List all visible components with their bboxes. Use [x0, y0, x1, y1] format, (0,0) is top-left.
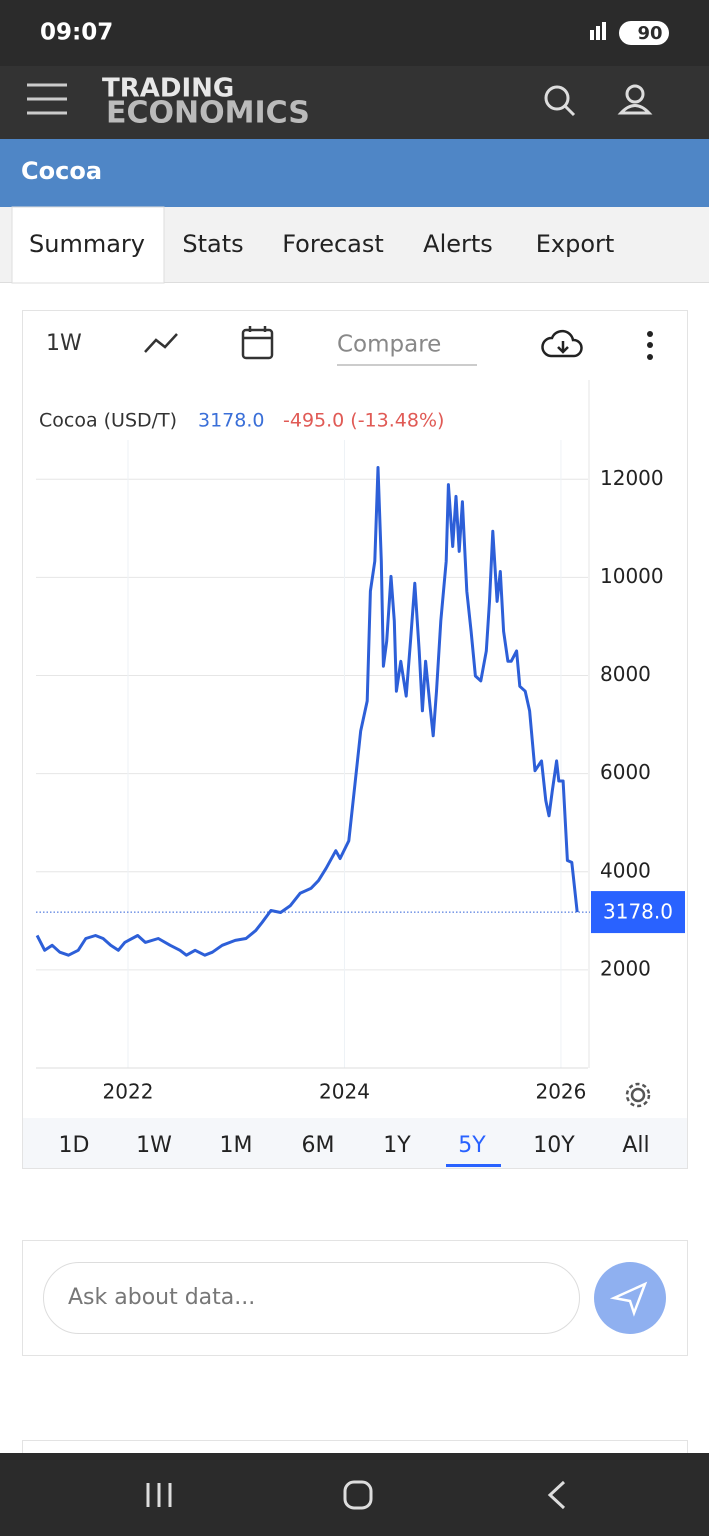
search-button[interactable]	[544, 85, 576, 117]
range-button[interactable]: 10Y	[533, 1133, 575, 1158]
nav-buttons[interactable]	[146, 1480, 566, 1510]
active-tab	[11, 206, 165, 284]
status-icons	[590, 21, 669, 45]
title-bar	[0, 139, 709, 207]
legend-price: 3178.0	[198, 410, 264, 432]
send-button[interactable]	[594, 1262, 666, 1334]
nav-bar	[0, 1453, 709, 1536]
logo-top: TRADING	[102, 74, 234, 104]
range-button[interactable]: 1D	[59, 1133, 90, 1158]
range-button[interactable]: 1Y	[383, 1133, 411, 1158]
range-button[interactable]: 1W	[136, 1133, 172, 1158]
date-button[interactable]	[241, 326, 274, 360]
chat-input[interactable]	[43, 1262, 580, 1334]
more-button[interactable]	[647, 331, 653, 360]
range-button[interactable]: 1M	[220, 1133, 253, 1158]
tab[interactable]: Forecast	[282, 230, 384, 258]
legend-name: Cocoa (USD/T)	[39, 410, 177, 432]
battery-level: 90	[637, 23, 662, 44]
interval-button[interactable]: 1W	[46, 331, 82, 356]
y-tick-label: 12000	[600, 466, 664, 490]
last-price-tag	[591, 891, 685, 934]
tab[interactable]: Export	[536, 230, 615, 258]
range-button[interactable]: All	[622, 1133, 649, 1158]
y-tick-label: 8000	[600, 662, 651, 686]
account-button[interactable]	[617, 84, 653, 115]
tab[interactable]: Alerts	[423, 230, 493, 258]
chart-type-button[interactable]	[144, 333, 178, 353]
compare-input[interactable]: Compare	[337, 332, 441, 358]
send-icon	[609, 1281, 648, 1317]
legend-change: -495.0 (-13.48%)	[283, 410, 444, 432]
range-bar	[23, 1118, 687, 1168]
clock: 09:07	[40, 20, 113, 46]
chat-placeholder: Ask about data...	[68, 1285, 255, 1310]
page-title: Cocoa	[21, 157, 102, 185]
menu-button[interactable]	[27, 83, 67, 115]
download-button[interactable]	[541, 329, 583, 358]
app-header	[0, 66, 709, 139]
x-tick-label: 2024	[319, 1080, 370, 1104]
y-tick-label: 6000	[600, 760, 651, 784]
tab[interactable]: Summary	[29, 230, 145, 258]
range-active-underline	[446, 1164, 501, 1167]
x-tick-label: 2026	[535, 1080, 586, 1104]
range-button[interactable]: 6M	[302, 1133, 335, 1158]
last-price-label: 3178.0	[603, 900, 673, 924]
x-tick-label: 2022	[103, 1080, 154, 1104]
price-line	[35, 466, 579, 957]
y-tick-label: 10000	[600, 564, 664, 588]
y-tick-label: 4000	[600, 858, 651, 882]
chart-settings-button[interactable]	[625, 1082, 651, 1108]
tab[interactable]: Stats	[182, 230, 243, 258]
logo-bottom: ECONOMICS	[106, 96, 310, 131]
range-button[interactable]: 5Y	[458, 1133, 486, 1158]
chart-card	[22, 310, 688, 1169]
y-tick-label: 2000	[600, 956, 651, 980]
